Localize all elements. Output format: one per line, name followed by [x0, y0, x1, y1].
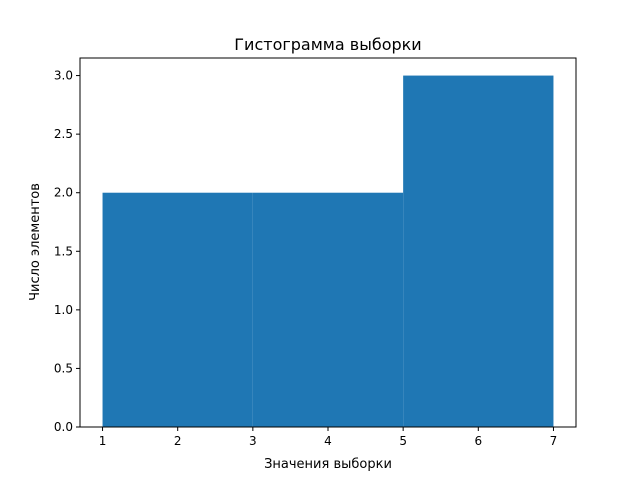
y-tick-label: 0.5 [54, 361, 73, 375]
x-tick-label: 4 [324, 434, 332, 448]
y-tick-label: 2.0 [54, 186, 73, 200]
x-tick-label: 6 [474, 434, 482, 448]
x-tick-label: 5 [399, 434, 407, 448]
x-axis-label: Значения выборки [264, 457, 392, 472]
chart-title: Гистограмма выборки [234, 35, 421, 54]
x-tick-label: 7 [550, 434, 558, 448]
histogram-bar [403, 75, 554, 428]
y-tick-label: 3.0 [54, 69, 73, 83]
y-axis-label: Число элементов [28, 183, 43, 301]
x-tick-label: 3 [249, 434, 257, 448]
histogram-bar [102, 192, 253, 427]
y-tick-label: 1.0 [54, 303, 73, 317]
y-tick-label: 2.5 [54, 127, 73, 141]
y-tick-label: 1.5 [54, 244, 73, 258]
y-tick-label: 0.0 [54, 420, 73, 434]
x-tick-label: 2 [174, 434, 182, 448]
histogram-bar [252, 192, 404, 427]
x-tick-label: 1 [99, 434, 107, 448]
